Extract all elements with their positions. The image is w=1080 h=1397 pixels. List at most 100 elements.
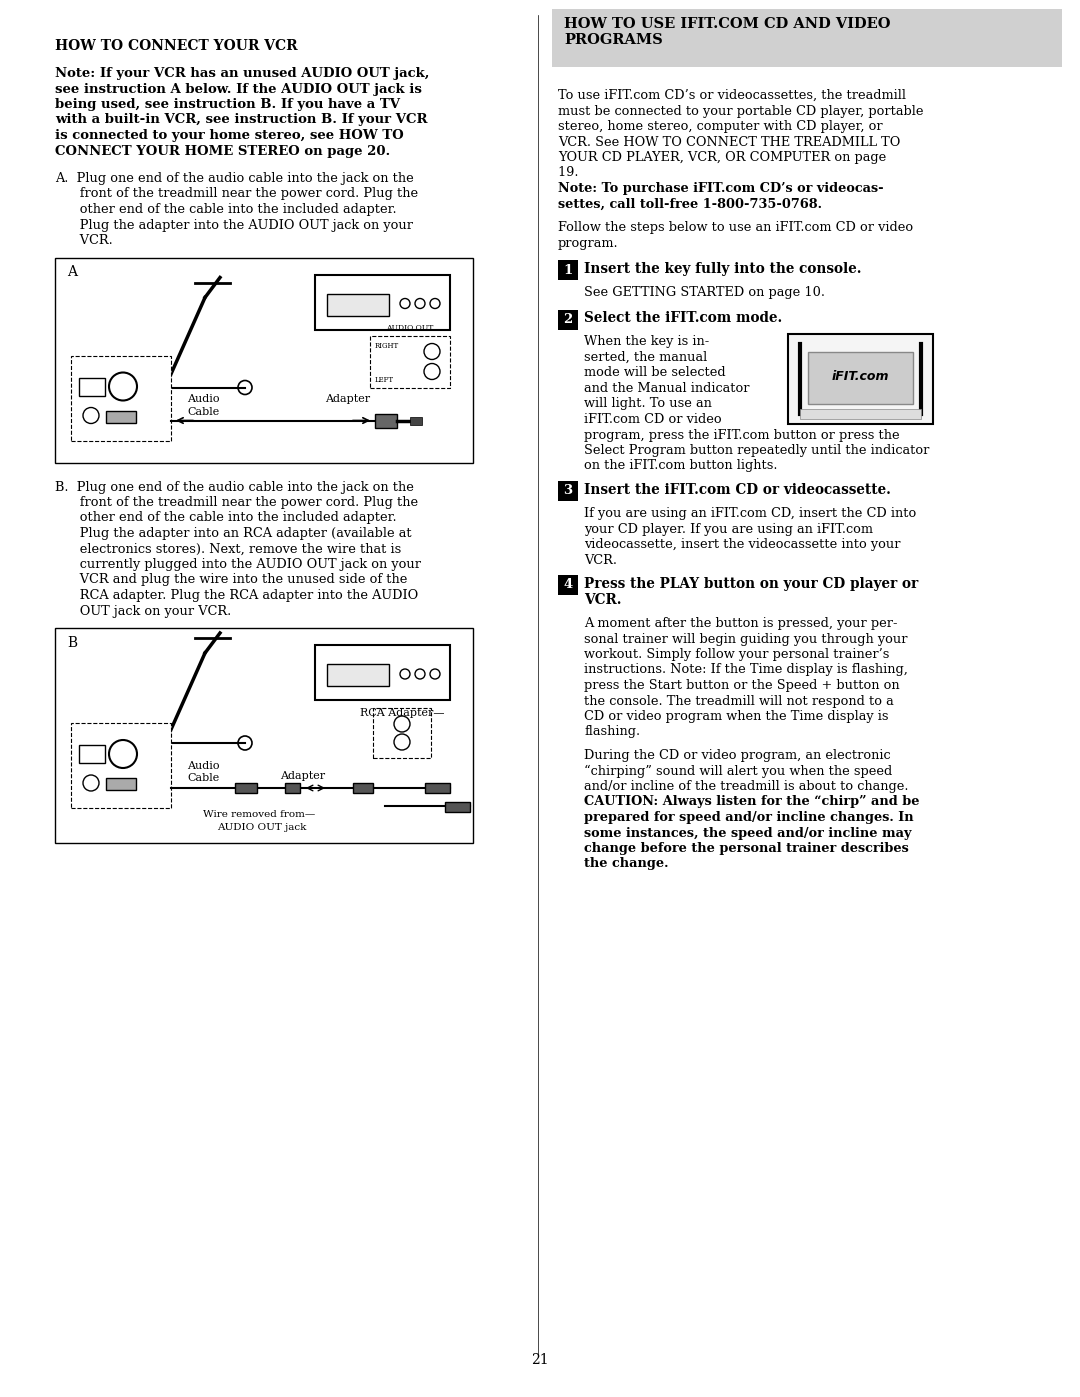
Text: Plug the adapter into the AUDIO OUT jack on your: Plug the adapter into the AUDIO OUT jack… [55,218,413,232]
Text: Insert the key fully into the console.: Insert the key fully into the console. [584,263,862,277]
Text: 1: 1 [564,264,572,277]
Bar [788,334,933,423]
Text: Adapter: Adapter [280,771,325,781]
Text: Audio
Cable: Audio Cable [187,761,219,784]
Text: RIGHT: RIGHT [375,341,400,349]
Text: prepared for speed and/or incline changes. In: prepared for speed and/or incline change… [584,812,914,824]
Bar [327,664,389,686]
Text: serted, the manual: serted, the manual [584,351,707,365]
Text: other end of the cable into the included adapter.: other end of the cable into the included… [55,203,396,217]
Text: HOW TO CONNECT YOUR VCR: HOW TO CONNECT YOUR VCR [55,39,298,53]
Text: iFIT.com: iFIT.com [832,370,889,383]
Bar [315,274,450,330]
Text: When the key is in-: When the key is in- [584,335,710,348]
Text: RCA adapter. Plug the RCA adapter into the AUDIO: RCA adapter. Plug the RCA adapter into t… [55,590,418,602]
Text: electronics stores). Next, remove the wire that is: electronics stores). Next, remove the wi… [55,542,402,556]
Text: Select the iFIT.com mode.: Select the iFIT.com mode. [584,312,782,326]
Bar [285,782,300,793]
Bar [558,310,578,330]
Bar [558,481,578,502]
Text: VCR. See HOW TO CONNECT THE TREADMILL TO: VCR. See HOW TO CONNECT THE TREADMILL TO [558,136,901,148]
Text: LEFT: LEFT [375,376,394,384]
Text: settes, call toll-free 1-800-735-0768.: settes, call toll-free 1-800-735-0768. [558,197,822,211]
Text: iFIT.com CD or video: iFIT.com CD or video [584,414,721,426]
Text: CONNECT YOUR HOME STEREO on page 20.: CONNECT YOUR HOME STEREO on page 20. [55,144,390,158]
Text: VCR.: VCR. [55,235,112,247]
Text: mode will be selected: mode will be selected [584,366,726,380]
Text: and the Manual indicator: and the Manual indicator [584,381,750,395]
Text: must be connected to your portable CD player, portable: must be connected to your portable CD pl… [558,105,923,117]
Text: Follow the steps below to use an iFIT.com CD or video: Follow the steps below to use an iFIT.co… [558,221,913,235]
Bar [235,782,257,793]
Text: press the Start button or the Speed + button on: press the Start button or the Speed + bu… [584,679,900,692]
Text: sonal trainer will begin guiding you through your: sonal trainer will begin guiding you thr… [584,633,907,645]
Text: VCR.: VCR. [584,553,617,567]
Text: VCR and plug the wire into the unused side of the: VCR and plug the wire into the unused si… [55,574,407,587]
Bar [370,335,450,387]
Bar [55,257,473,462]
Text: and/or incline of the treadmill is about to change.: and/or incline of the treadmill is about… [584,780,908,793]
Bar [558,576,578,595]
Text: 2: 2 [564,313,572,326]
Bar [373,708,431,759]
Bar [55,629,473,842]
Text: other end of the cable into the included adapter.: other end of the cable into the included… [55,511,396,524]
Bar [426,782,450,793]
Text: AUDIO OUT jack: AUDIO OUT jack [217,823,307,833]
Bar [315,645,450,700]
Bar [808,352,913,404]
Text: instructions. Note: If the Time display is flashing,: instructions. Note: If the Time display … [584,664,908,676]
Text: front of the treadmill near the power cord. Plug the: front of the treadmill near the power co… [55,187,418,201]
Bar [327,293,389,316]
Text: currently plugged into the AUDIO OUT jack on your: currently plugged into the AUDIO OUT jac… [55,557,421,571]
Bar [552,8,1062,67]
Text: front of the treadmill near the power cord. Plug the: front of the treadmill near the power co… [55,496,418,509]
Text: see instruction A below. If the AUDIO OUT jack is: see instruction A below. If the AUDIO OU… [55,82,422,95]
Text: Wire removed from—: Wire removed from— [203,810,315,819]
Text: with a built-in VCR, see instruction B. If your VCR: with a built-in VCR, see instruction B. … [55,113,428,127]
Text: YOUR CD PLAYER, VCR, OR COMPUTER on page: YOUR CD PLAYER, VCR, OR COMPUTER on page [558,151,887,163]
Bar [375,414,397,427]
Bar [79,745,105,763]
Text: RCA Adapter—: RCA Adapter— [360,708,445,718]
Text: If you are using an iFIT.com CD, insert the CD into: If you are using an iFIT.com CD, insert … [584,507,916,520]
Text: “chirping” sound will alert you when the speed: “chirping” sound will alert you when the… [584,764,892,778]
Bar [800,408,921,419]
Bar [558,260,578,279]
Bar [353,782,373,793]
Bar [445,802,470,812]
Text: being used, see instruction B. If you have a TV: being used, see instruction B. If you ha… [55,98,400,110]
Text: A moment after the button is pressed, your per-: A moment after the button is pressed, yo… [584,617,897,630]
Bar [71,724,171,807]
Text: program, press the iFIT.com button or press the: program, press the iFIT.com button or pr… [584,429,900,441]
Text: See GETTING STARTED on page 10.: See GETTING STARTED on page 10. [584,286,825,299]
Text: videocassette, insert the videocassette into your: videocassette, insert the videocassette … [584,538,901,550]
Text: During the CD or video program, an electronic: During the CD or video program, an elect… [584,749,891,761]
Text: B: B [67,636,77,650]
Text: some instances, the speed and/or incline may: some instances, the speed and/or incline… [584,827,912,840]
Bar [106,778,136,789]
Text: CD or video program when the Time display is: CD or video program when the Time displa… [584,710,889,724]
Text: To use iFIT.com CD’s or videocassettes, the treadmill: To use iFIT.com CD’s or videocassettes, … [558,89,906,102]
Text: 3: 3 [564,485,572,497]
Text: OUT jack on your VCR.: OUT jack on your VCR. [55,605,231,617]
Text: Press the PLAY button on your CD player or: Press the PLAY button on your CD player … [584,577,918,591]
Text: Note: To purchase iFIT.com CD’s or videocas-: Note: To purchase iFIT.com CD’s or video… [558,182,883,196]
Text: 21: 21 [531,1354,549,1368]
Text: HOW TO USE IFIT.COM CD AND VIDEO: HOW TO USE IFIT.COM CD AND VIDEO [564,17,891,31]
Text: B.  Plug one end of the audio cable into the jack on the: B. Plug one end of the audio cable into … [55,481,414,493]
Text: Audio
Cable: Audio Cable [187,394,219,416]
Text: Adapter: Adapter [325,394,370,405]
Text: the console. The treadmill will not respond to a: the console. The treadmill will not resp… [584,694,894,707]
Text: stereo, home stereo, computer with CD player, or: stereo, home stereo, computer with CD pl… [558,120,882,133]
Text: AUDIO OUT: AUDIO OUT [387,324,434,331]
Text: flashing.: flashing. [584,725,640,739]
Text: Insert the iFIT.com CD or videocassette.: Insert the iFIT.com CD or videocassette. [584,483,891,497]
Text: program.: program. [558,236,619,250]
Text: will light. To use an: will light. To use an [584,398,712,411]
Text: Note: If your VCR has an unused AUDIO OUT jack,: Note: If your VCR has an unused AUDIO OU… [55,67,430,80]
Text: is connected to your home stereo, see HOW TO: is connected to your home stereo, see HO… [55,129,404,142]
Text: Plug the adapter into an RCA adapter (available at: Plug the adapter into an RCA adapter (av… [55,527,411,541]
Text: your CD player. If you are using an iFIT.com: your CD player. If you are using an iFIT… [584,522,873,535]
Text: CAUTION: Always listen for the “chirp” and be: CAUTION: Always listen for the “chirp” a… [584,795,919,809]
